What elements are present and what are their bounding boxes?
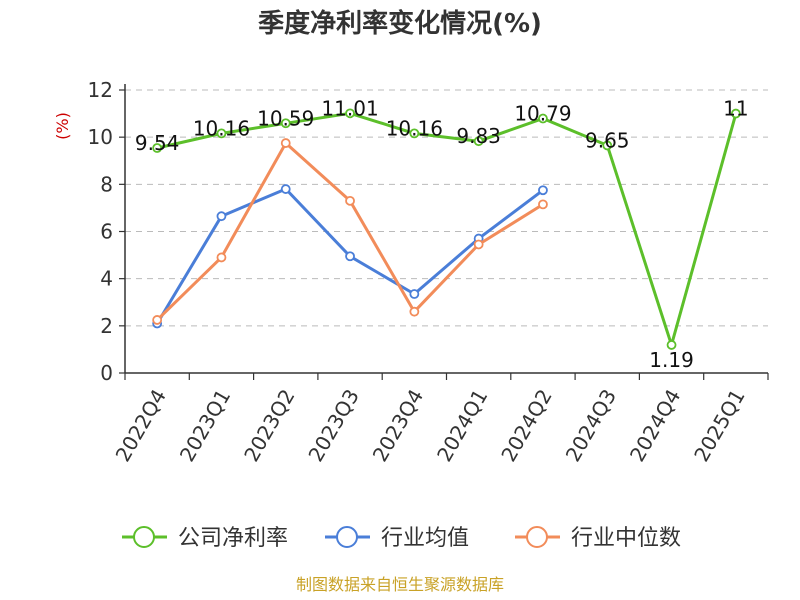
data-label: 1.19 — [649, 348, 694, 372]
data-point-0 — [666, 340, 677, 350]
y-tick-label: 12 — [88, 78, 113, 102]
legend-marker-0 — [133, 526, 155, 548]
data-point-0 — [345, 108, 355, 119]
y-tick-label: 4 — [100, 267, 113, 291]
data-label: 11 — [723, 97, 748, 121]
data-label: 10.16 — [386, 116, 443, 140]
legend-label-2: 行业中位数 — [571, 526, 681, 551]
x-tick-label: 2023Q4 — [368, 385, 428, 466]
x-tick-label: 2023Q3 — [303, 385, 363, 466]
data-label: 11.01 — [321, 96, 378, 120]
legend-marker-2 — [526, 526, 548, 548]
data-point-0 — [152, 143, 163, 153]
data-point-1 — [345, 251, 355, 262]
data-point-1 — [409, 289, 420, 299]
y-tick-label: 2 — [100, 314, 113, 338]
data-point-2 — [538, 199, 548, 210]
data-point-0 — [216, 128, 227, 139]
x-tick-label: 2022Q4 — [111, 385, 171, 466]
data-point-0 — [538, 113, 548, 124]
x-tick-label: 2023Q1 — [175, 385, 235, 466]
chart-title: 季度净利率变化情况(%) — [258, 8, 542, 39]
data-point-2 — [152, 315, 163, 325]
y-tick-label: 6 — [100, 220, 113, 244]
data-point-1 — [538, 185, 548, 196]
source-note: 制图数据来自恒生聚源数据库 — [296, 575, 504, 594]
data-label: 10.59 — [257, 106, 314, 130]
data-point-1 — [280, 184, 291, 194]
data-point-0 — [473, 136, 484, 147]
data-point-2 — [345, 195, 355, 206]
data-point-1 — [216, 211, 227, 222]
legend-label-0: 公司净利率 — [178, 526, 288, 551]
data-labels: 9.54 10.16 10.59 11.01 10.16 9.83 10.79 9.65 1.1… — [135, 96, 749, 372]
legend-marker-1 — [336, 526, 358, 548]
legend: 公司净利率 行业均值 行业中位数 — [122, 526, 681, 551]
y-tick-label: 10 — [88, 125, 113, 149]
x-tick-label: 2025Q1 — [689, 385, 749, 466]
series-line-0 — [156, 111, 738, 347]
data-point-2 — [473, 239, 484, 250]
x-tick-label: 2024Q1 — [432, 385, 492, 466]
x-tick-label: 2023Q2 — [239, 385, 299, 466]
data-point-2 — [280, 138, 291, 148]
data-label: 9.54 — [135, 131, 180, 155]
series-layer — [152, 108, 741, 350]
y-tick-label: 0 — [100, 361, 113, 385]
legend-label-1: 行业均值 — [381, 526, 469, 551]
y-tick-label: 8 — [100, 172, 113, 196]
data-point-0 — [280, 118, 291, 129]
x-tick-label: 2024Q2 — [496, 385, 556, 466]
y-axis-label: (%) — [53, 112, 72, 140]
data-label: 9.65 — [585, 128, 630, 152]
x-tick-label: 2024Q4 — [625, 385, 685, 466]
data-point-2 — [409, 306, 420, 317]
data-point-2 — [216, 252, 227, 263]
x-tick-label: 2024Q3 — [561, 385, 621, 466]
data-point-0 — [409, 128, 420, 139]
data-label: 9.83 — [456, 124, 501, 148]
data-point-0 — [602, 140, 613, 151]
data-label: 10.16 — [193, 116, 250, 140]
data-point-0 — [730, 108, 741, 119]
data-label: 10.79 — [514, 102, 571, 126]
